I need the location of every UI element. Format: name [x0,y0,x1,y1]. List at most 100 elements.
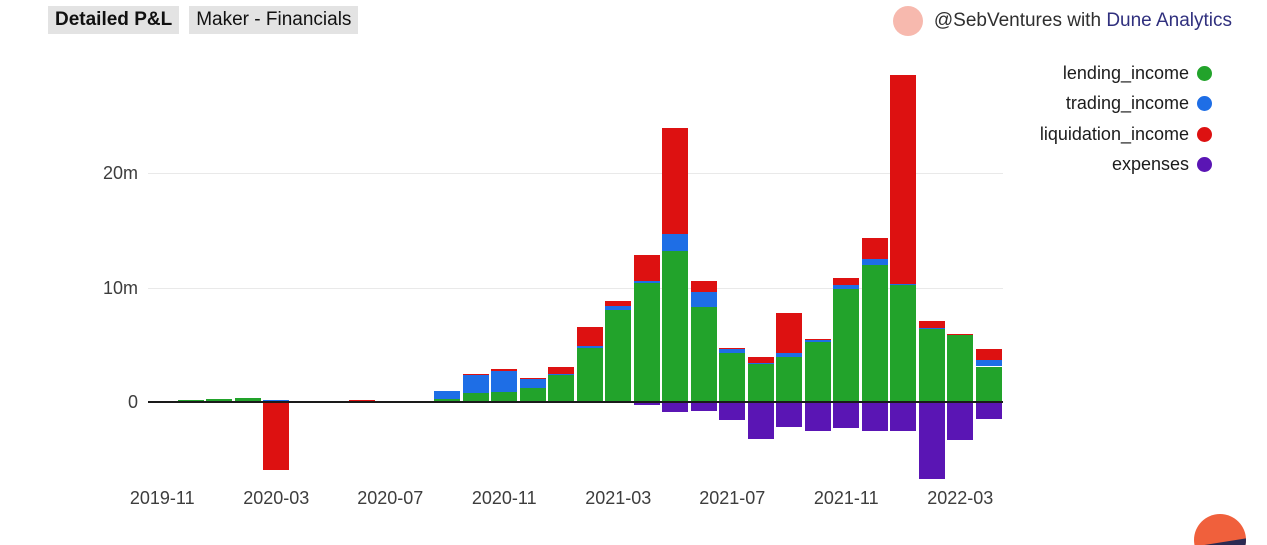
bar-segment-lending_income[interactable] [519,388,546,402]
legend-label: expenses [1111,154,1189,175]
bar-segment-trading_income[interactable] [975,359,1002,367]
legend-label: liquidation_income [1039,123,1189,144]
bar-segment-trading_income[interactable] [434,391,461,399]
bar-segment-liquidation_income[interactable] [975,349,1002,360]
bar-segment-lending_income[interactable] [662,250,689,402]
bar-segment-expenses[interactable] [747,402,774,439]
bar-segment-expenses[interactable] [833,402,860,429]
bar-segment-trading_income[interactable] [633,281,660,283]
legend-item-expenses[interactable]: expenses [1040,150,1212,181]
bar-segment-liquidation_income[interactable] [548,367,575,374]
bar-segment-liquidation_income[interactable] [491,369,518,371]
y-tick-label: 0 [127,392,138,412]
bar-segment-liquidation_income[interactable] [890,74,917,285]
bar-segment-lending_income[interactable] [462,392,489,402]
bar-segment-expenses[interactable] [947,402,974,441]
bar-segment-liquidation_income[interactable] [747,357,774,364]
legend-label: trading_income [1065,93,1189,114]
x-tick-label: 2021-07 [699,488,766,508]
bar-segment-trading_income[interactable] [804,339,831,343]
bar-segment-liquidation_income[interactable] [263,402,290,470]
bar-segment-expenses[interactable] [776,402,803,428]
bar-segment-trading_income[interactable] [263,399,290,401]
bar-segment-lending_income[interactable] [491,391,518,402]
bar-segment-lending_income[interactable] [975,366,1002,402]
x-tick-label: 2020-03 [243,488,310,508]
bar-segment-expenses[interactable] [662,402,689,412]
bar-segment-lending_income[interactable] [747,364,774,402]
bar-segment-trading_income[interactable] [719,348,746,353]
bar-segment-trading_income[interactable] [890,284,917,286]
bar-segment-trading_income[interactable] [918,328,945,329]
bar-segment-expenses[interactable] [719,402,746,421]
legend-item-lending-income[interactable]: lending_income [1040,58,1212,89]
dune-logo-icon[interactable] [1194,514,1246,545]
header-titles: Detailed P&L Maker - Financials [48,6,359,34]
bar-segment-liquidation_income[interactable] [861,237,888,260]
gridline-10m [148,287,1003,289]
bar-segment-lending_income[interactable] [605,310,632,402]
bar-segment-liquidation_income[interactable] [576,327,603,347]
bar-segment-trading_income[interactable] [662,234,689,251]
bar-segment-liquidation_income[interactable] [776,312,803,353]
bar-segment-lending_income[interactable] [918,328,945,402]
bar-segment-lending_income[interactable] [804,342,831,402]
y-tick-label: 20m [102,163,138,183]
legend-dot-purple-icon [1197,157,1212,173]
bar-segment-expenses[interactable] [890,402,917,431]
bar-segment-lending_income[interactable] [576,348,603,402]
bar-segment-liquidation_income[interactable] [918,321,945,329]
bar-segment-trading_income[interactable] [861,259,888,265]
bar-segment-lending_income[interactable] [206,399,233,402]
bar-segment-lending_income[interactable] [548,375,575,402]
bar-segment-lending_income[interactable] [776,357,803,402]
bar-segment-lending_income[interactable] [234,397,261,402]
x-tick-label: 2021-03 [585,488,652,508]
bar-segment-liquidation_income[interactable] [519,377,546,379]
legend-item-liquidation-income[interactable]: liquidation_income [1040,119,1212,150]
bar-segment-trading_income[interactable] [833,285,860,289]
bar-segment-trading_income[interactable] [462,374,489,393]
bar-segment-expenses[interactable] [633,402,660,406]
bar-segment-expenses[interactable] [975,402,1002,419]
bar-segment-lending_income[interactable] [861,264,888,402]
bar-segment-trading_income[interactable] [690,292,717,307]
bar-segment-expenses[interactable] [804,402,831,431]
bar-segment-trading_income[interactable] [519,378,546,389]
bar-segment-liquidation_income[interactable] [662,127,689,235]
bar-segment-liquidation_income[interactable] [348,400,375,402]
platform-link[interactable]: Dune Analytics [1106,10,1232,31]
bar-segment-trading_income[interactable] [548,373,575,376]
page-title: Detailed P&L [48,6,180,34]
bar-segment-trading_income[interactable] [605,305,632,311]
bar-segment-lending_income[interactable] [719,352,746,402]
bar-segment-lending_income[interactable] [690,306,717,402]
bar-segment-trading_income[interactable] [491,370,518,392]
bar-segment-liquidation_income[interactable] [719,347,746,349]
bar-segment-liquidation_income[interactable] [804,339,831,340]
bar-segment-lending_income[interactable] [434,398,461,402]
bar-segment-liquidation_income[interactable] [690,280,717,293]
bar-segment-liquidation_income[interactable] [605,301,632,306]
bar-segment-lending_income[interactable] [833,288,860,402]
legend-dot-blue-icon [1197,96,1212,112]
bar-segment-expenses[interactable] [861,402,888,431]
bar-segment-liquidation_income[interactable] [462,373,489,375]
bar-segment-trading_income[interactable] [576,346,603,349]
bar-segment-lending_income[interactable] [633,282,660,402]
bar-segment-trading_income[interactable] [747,363,774,365]
bar-segment-lending_income[interactable] [947,335,974,402]
bar-segment-trading_income[interactable] [947,334,974,335]
bar-segment-liquidation_income[interactable] [633,254,660,282]
bar-segment-liquidation_income[interactable] [947,333,974,335]
bar-segment-lending_income[interactable] [890,285,917,402]
bar-segment-expenses[interactable] [690,402,717,412]
x-tick-label: 2022-03 [927,488,994,508]
author-handle[interactable]: @SebVentures [933,10,1062,31]
legend-item-trading-income[interactable]: trading_income [1040,89,1212,120]
bar-segment-expenses[interactable] [918,402,945,479]
bar-segment-trading_income[interactable] [776,352,803,358]
bar-segment-liquidation_income[interactable] [833,278,860,286]
